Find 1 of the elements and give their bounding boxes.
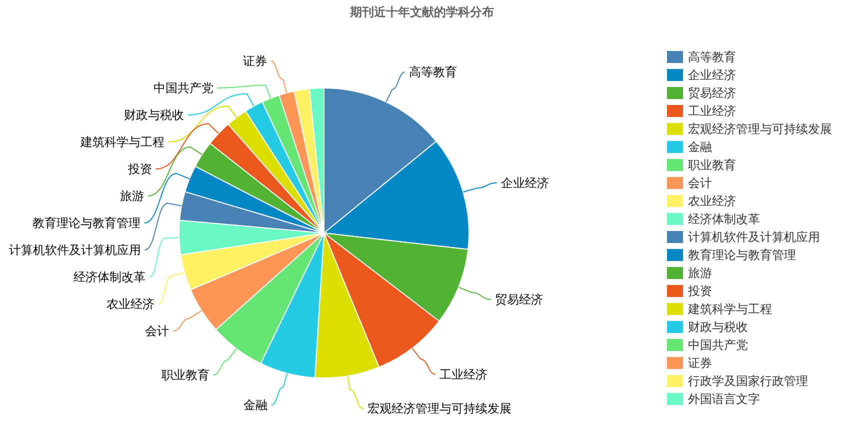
title: 期刊近十年文献的学科分布 [350, 5, 494, 19]
